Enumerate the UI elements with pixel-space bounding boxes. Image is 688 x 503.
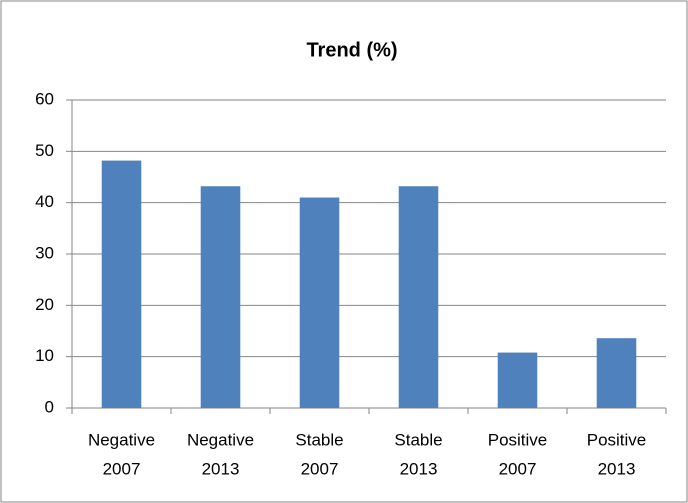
- x-tick-label: Positive: [488, 430, 548, 449]
- bar: [200, 186, 241, 408]
- y-tick-label: 10: [35, 346, 54, 365]
- x-tick-label: 2013: [598, 459, 636, 478]
- bar: [101, 160, 142, 408]
- x-tick-label: 2007: [103, 459, 141, 478]
- y-tick-label: 40: [35, 192, 54, 211]
- y-tick-label: 50: [35, 141, 54, 160]
- chart-title: Trend (%): [306, 39, 397, 61]
- x-tick-label: Stable: [295, 430, 343, 449]
- x-tick-label: 2013: [400, 459, 438, 478]
- x-tick-label: Negative: [88, 430, 155, 449]
- x-tick-label: Positive: [587, 430, 647, 449]
- y-tick-label: 60: [35, 89, 54, 108]
- y-tick-label: 0: [45, 397, 54, 416]
- bar: [299, 197, 340, 408]
- x-tick-label: Stable: [394, 430, 442, 449]
- bar: [497, 352, 538, 408]
- bar: [596, 338, 637, 408]
- x-tick-label: 2013: [202, 459, 240, 478]
- x-tick-label: Negative: [187, 430, 254, 449]
- y-tick-label: 20: [35, 295, 54, 314]
- x-tick-label: 2007: [499, 459, 537, 478]
- y-tick-label: 30: [35, 243, 54, 262]
- x-tick-label: 2007: [301, 459, 339, 478]
- bar: [398, 186, 439, 408]
